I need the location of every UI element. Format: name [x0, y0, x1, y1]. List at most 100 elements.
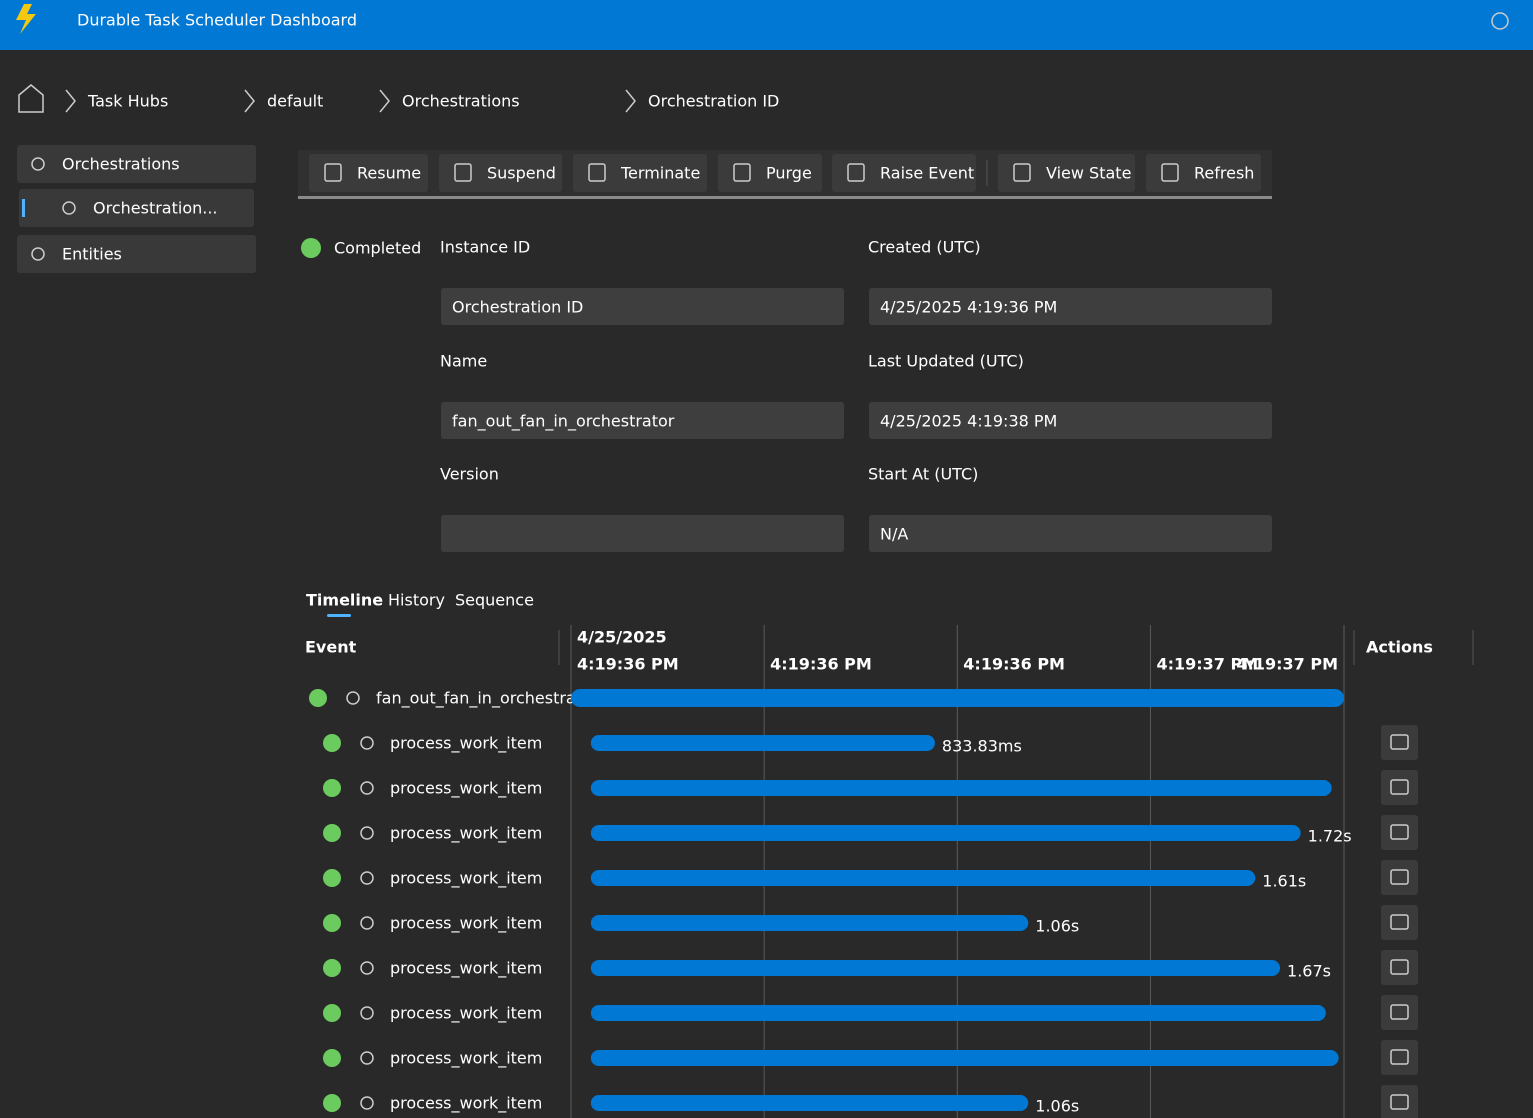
sidebar-icon	[31, 157, 45, 171]
event-icon	[360, 961, 374, 975]
button-icon	[1161, 163, 1179, 182]
action-button[interactable]	[1381, 905, 1418, 940]
sidebar-label[interactable]: Orchestration...	[93, 199, 218, 218]
duration-label: 1.67s	[1287, 962, 1331, 981]
x-tick-label: 4:19:37 PM	[1156, 655, 1258, 674]
action-icon	[1390, 959, 1409, 975]
status-icon	[323, 1094, 341, 1112]
tab[interactable]: Sequence	[455, 591, 534, 610]
action-button[interactable]	[1381, 995, 1418, 1030]
field-value: 4/25/2025 4:19:36 PM	[880, 298, 1057, 317]
field-input	[441, 515, 844, 552]
status-icon	[301, 238, 321, 258]
duration-label: 1.61s	[1262, 872, 1306, 891]
event-icon	[360, 826, 374, 840]
status-icon	[323, 1049, 341, 1067]
timeline-bar	[571, 689, 1344, 707]
action-icon	[1390, 914, 1409, 930]
event-icon	[360, 1006, 374, 1020]
chevron	[65, 89, 76, 113]
field-input	[869, 288, 1272, 325]
action-button[interactable]	[1381, 725, 1418, 760]
chevron	[244, 89, 255, 113]
column-header: Event	[305, 638, 357, 657]
sidebar-label[interactable]: Orchestrations	[62, 155, 180, 174]
timeline-bar	[590, 915, 1029, 931]
button-icon	[324, 163, 342, 182]
field-input	[441, 288, 844, 325]
field-value: Orchestration ID	[452, 298, 583, 317]
toolbar-button[interactable]	[573, 154, 707, 192]
button-label: Suspend	[487, 164, 556, 183]
event-name: process_work_item	[390, 1004, 542, 1024]
breadcrumb-item[interactable]: Orchestration ID	[648, 92, 779, 111]
field-label: Instance ID	[440, 238, 530, 257]
timeline-bar	[590, 960, 1281, 976]
home-icon[interactable]	[18, 84, 44, 113]
sidebar-label[interactable]: Entities	[62, 245, 122, 264]
status-icon	[323, 914, 341, 932]
x-tick-label: 4:19:37 PM	[1236, 655, 1338, 674]
field-value: N/A	[880, 525, 908, 544]
duration-label: 1.06s	[1035, 1097, 1079, 1116]
action-button[interactable]	[1381, 1085, 1418, 1118]
breadcrumb-item[interactable]: Orchestrations	[402, 92, 520, 111]
button-icon	[847, 163, 865, 182]
field-label: Version	[440, 465, 499, 484]
sidebar-item-bg[interactable]	[17, 235, 256, 273]
event-name: process_work_item	[390, 734, 542, 754]
selected-indicator	[22, 199, 25, 217]
field-input	[441, 402, 844, 439]
duration-label: 1.72s	[1308, 827, 1352, 846]
action-icon	[1390, 734, 1409, 750]
action-button[interactable]	[1381, 815, 1418, 850]
action-button[interactable]	[1381, 860, 1418, 895]
event-name: process_work_item	[390, 779, 542, 799]
timeline-bar	[590, 1005, 1326, 1021]
status-icon	[323, 734, 341, 752]
action-button[interactable]	[1381, 770, 1418, 805]
app-title: Durable Task Scheduler Dashboard	[77, 11, 357, 30]
action-button[interactable]	[1381, 1040, 1418, 1075]
field-value: fan_out_fan_in_orchestrator	[452, 412, 675, 432]
logo	[16, 4, 36, 34]
field-input	[869, 402, 1272, 439]
field-value: 4/25/2025 4:19:38 PM	[880, 412, 1057, 431]
timeline-bar	[590, 825, 1301, 841]
column-header: Actions	[1366, 638, 1433, 657]
tab[interactable]: History	[388, 591, 445, 610]
breadcrumb-item[interactable]: Task Hubs	[87, 92, 168, 111]
event-icon	[346, 691, 360, 705]
settings-icon[interactable]	[1491, 12, 1509, 30]
sidebar-item-bg[interactable]	[19, 189, 254, 227]
event-name: process_work_item	[390, 869, 542, 889]
button-icon	[454, 163, 472, 182]
status-icon	[323, 824, 341, 842]
sidebar-item-bg[interactable]	[17, 145, 256, 183]
event-icon	[360, 1051, 374, 1065]
sidebar-icon	[62, 201, 76, 215]
button-label: View State	[1046, 164, 1131, 183]
x-tick-label: 4:19:36 PM	[577, 655, 679, 674]
event-name: process_work_item	[390, 959, 542, 979]
button-icon	[1013, 163, 1031, 182]
button-label: Purge	[766, 164, 812, 183]
toolbar-button[interactable]	[832, 154, 976, 192]
breadcrumb-item[interactable]: default	[267, 92, 323, 111]
tab[interactable]: Timeline	[306, 591, 383, 610]
toolbar-button[interactable]	[998, 154, 1135, 192]
timeline-bar	[590, 780, 1332, 796]
field-label: Start At (UTC)	[868, 465, 978, 484]
field-label: Last Updated (UTC)	[868, 352, 1024, 371]
action-icon	[1390, 779, 1409, 795]
action-button[interactable]	[1381, 950, 1418, 985]
button-label: Raise Event	[880, 164, 974, 183]
event-name: process_work_item	[390, 824, 542, 844]
event-icon	[360, 871, 374, 885]
event-icon	[360, 916, 374, 930]
button-label: Resume	[357, 164, 421, 183]
timeline-bar	[590, 1050, 1339, 1066]
field-input	[869, 515, 1272, 552]
status-icon	[309, 689, 327, 707]
